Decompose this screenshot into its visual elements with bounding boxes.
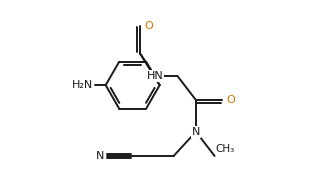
Text: HN: HN [147, 71, 163, 81]
Text: N: N [192, 127, 200, 137]
Text: H₂N: H₂N [72, 80, 94, 90]
Text: N: N [96, 151, 105, 161]
Text: CH₃: CH₃ [215, 144, 235, 154]
Text: O: O [227, 95, 236, 105]
Text: O: O [145, 21, 153, 31]
